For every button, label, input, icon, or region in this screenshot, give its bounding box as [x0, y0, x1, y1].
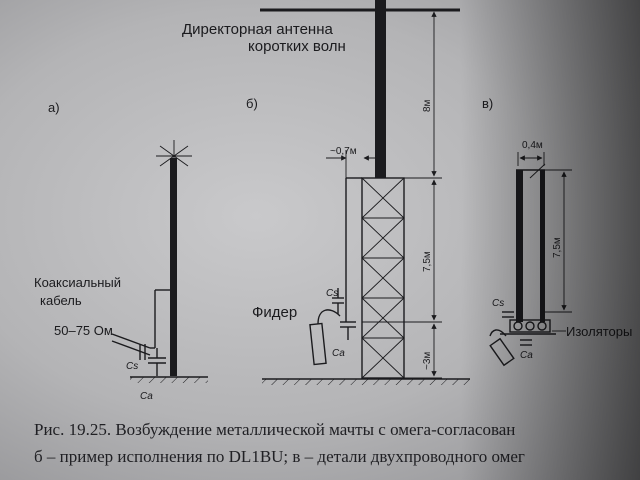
- figure-caption-line2: б – пример исполнения по DL1BU; в – дета…: [34, 447, 525, 466]
- antenna-label-line2: коротких волн: [248, 38, 346, 55]
- panel-c: в) 0,4м 7,5м: [482, 96, 632, 367]
- gamma-rod-b: [345, 177, 362, 322]
- mast-b-upper: [375, 0, 386, 178]
- feeder-c: [489, 329, 515, 367]
- height-dimension-b: [362, 9, 442, 379]
- cs-label-b: Cs: [326, 288, 338, 299]
- panel-b: б) Директорная антенна коротких волн: [182, 0, 470, 385]
- height-label-c: 7,5м: [552, 237, 563, 258]
- height-8m-label: 8м: [422, 99, 433, 112]
- feeder-label: Фидер: [252, 304, 297, 321]
- width-label-b: ~0,7м: [330, 146, 357, 157]
- cs-label-a: Cs: [126, 361, 138, 372]
- lattice-tower: [361, 177, 405, 379]
- capacitor-ca-b: [340, 321, 356, 340]
- panel-a: а): [34, 100, 208, 402]
- coax-label-line2: кабель: [40, 293, 82, 308]
- ca-label-b: Ca: [332, 348, 345, 359]
- mast-a: [170, 158, 177, 376]
- width-label-c: 0,4м: [522, 140, 543, 151]
- capacitor-ca-a: [148, 348, 166, 376]
- width-dimension-c: [517, 152, 545, 166]
- coax-feed-a: [111, 333, 155, 356]
- impedance-label: 50–75 Ом: [54, 323, 113, 338]
- ca-label-c: Ca: [520, 350, 533, 361]
- cs-label-c: Cs: [492, 298, 504, 309]
- ground-b: [262, 378, 470, 385]
- ground-a: [130, 376, 208, 383]
- height-7-5m-label: 7,5м: [422, 251, 433, 272]
- coax-label-line1: Коаксиальный: [34, 275, 121, 290]
- insulators-label: Изоляторы: [566, 324, 632, 339]
- height-3m-label: ~3м: [422, 352, 433, 370]
- panel-a-label: а): [48, 100, 60, 115]
- gamma-rod-a: [154, 289, 170, 348]
- insulators-c: [500, 319, 556, 335]
- wire-c-left: [516, 170, 523, 322]
- ca-label-a: Ca: [140, 391, 153, 402]
- figure-caption-line1: Рис. 19.25. Возбуждение металлической ма…: [34, 420, 516, 439]
- antenna-label-line1: Директорная антенна: [182, 21, 333, 38]
- wire-c-right: [540, 170, 545, 322]
- panel-b-label: б): [246, 96, 258, 111]
- panel-c-label: в): [482, 96, 493, 111]
